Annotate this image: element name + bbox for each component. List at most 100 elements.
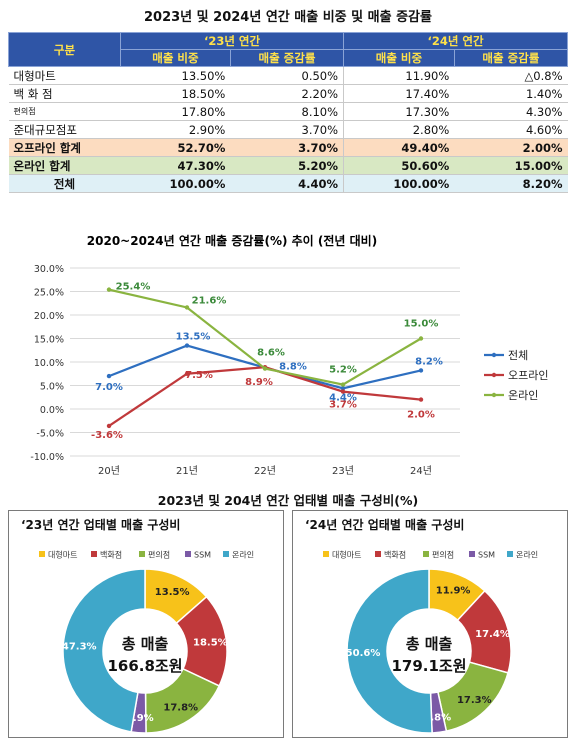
legend-label: 온라인 bbox=[508, 389, 538, 402]
legend-label: 편의점 bbox=[148, 550, 170, 560]
table-cell-g23: 2.20% bbox=[230, 84, 344, 103]
data-label: 8.6% bbox=[257, 348, 285, 359]
data-label: 8.2% bbox=[415, 356, 443, 367]
y-tick-label: -10.0% bbox=[30, 452, 64, 463]
data-point bbox=[418, 368, 424, 373]
y-tick-label: 20.0% bbox=[34, 311, 64, 322]
x-tick-label: 23년 bbox=[332, 465, 354, 477]
legend-swatch bbox=[223, 551, 229, 557]
table-cell-s24: 17.30% bbox=[343, 102, 455, 121]
data-label: 25.4% bbox=[116, 282, 151, 293]
table-cell-g23: 3.70% bbox=[230, 120, 344, 139]
header-share-2023: 매출 비중 bbox=[120, 49, 231, 67]
data-point bbox=[184, 343, 190, 348]
pie-slice-label: 13.5% bbox=[155, 587, 190, 598]
pie-section-title: 2023년 및 204년 연간 업태별 매출 구성비(%) bbox=[157, 493, 419, 508]
pie-slice-label: 50.6% bbox=[346, 648, 381, 659]
pie-panel-2024: ‘24년 연간 업태별 매출 구성비 대형마트 백화점 편의점 SSM 온라인 11.9% 1… bbox=[292, 510, 568, 738]
table-cell-s24: 50.60% bbox=[343, 156, 455, 175]
table-cell-label: 오프라인 합계 bbox=[8, 138, 121, 157]
pie-panel-2023: ‘23년 연간 업태별 매출 구성비 대형마트 백화점 편의점 SSM 온라인 13.5% 1… bbox=[8, 510, 284, 738]
data-point bbox=[418, 336, 424, 341]
table-cell-label: 온라인 합계 bbox=[8, 156, 121, 175]
table-cell-g24: 4.60% bbox=[454, 120, 568, 139]
data-point bbox=[106, 373, 112, 379]
table-cell-g23: 5.20% bbox=[230, 156, 344, 175]
legend-label: SSM bbox=[194, 551, 211, 560]
header-2023: ‘23년 연간 bbox=[119, 32, 345, 50]
table-row: 편의점 17.80% 8.10% 17.30% 4.30% bbox=[8, 102, 568, 121]
table-row: 온라인 합계 47.30% 5.20% 50.60% 15.00% bbox=[8, 156, 568, 175]
header-2024: ‘24년 연간 bbox=[343, 32, 568, 50]
table-cell-g23: 8.10% bbox=[230, 102, 344, 121]
table-cell-label: 준대규모점포 bbox=[8, 120, 121, 139]
table-cell-g24: 15.00% bbox=[454, 156, 568, 175]
legend-swatch bbox=[185, 551, 191, 557]
y-tick-label: 15.0% bbox=[34, 335, 64, 346]
data-label: 8.9% bbox=[245, 377, 273, 388]
table-cell-g23: 4.40% bbox=[230, 174, 344, 193]
pie-slice-label: 18.5% bbox=[193, 638, 228, 649]
pie-slice-label: 17.4% bbox=[475, 629, 510, 640]
pie-title: ‘24년 연간 업태별 매출 구성비 bbox=[305, 517, 464, 532]
growth-line-chart: 2020~2024년 연간 매출 증감률(%) 추이 (전년 대비) 30.0%… bbox=[30, 233, 548, 477]
table-subheader-row: 매출 비중 매출 증감률 매출 비중 매출 증감률 bbox=[9, 49, 569, 67]
y-tick-label: -5.0% bbox=[36, 429, 64, 440]
table-cell-s24: 17.40% bbox=[343, 84, 455, 103]
table-cell-g24: 1.40% bbox=[454, 84, 568, 103]
legend-label: 대형마트 bbox=[48, 551, 77, 560]
table-row: 대형마트 13.50% 0.50% 11.90% △0.8% bbox=[8, 66, 568, 85]
table-cell-label: 편의점 bbox=[8, 102, 121, 121]
legend-marker bbox=[491, 372, 497, 378]
table-cell-g23: 3.70% bbox=[230, 138, 344, 157]
data-label: 21.6% bbox=[192, 295, 227, 306]
data-point bbox=[340, 382, 346, 387]
pie-slice-label: 2.9% bbox=[126, 713, 154, 724]
legend-label: 온라인 bbox=[232, 550, 254, 560]
pie-slice bbox=[346, 568, 433, 734]
table-cell-g24: 8.20% bbox=[454, 174, 568, 193]
table-row: 오프라인 합계 52.70% 3.70% 49.40% 2.00% bbox=[8, 138, 568, 157]
legend-swatch bbox=[423, 551, 429, 557]
header-growth-2023: 매출 증감률 bbox=[229, 49, 345, 67]
data-point bbox=[340, 386, 346, 391]
data-label: 8.8% bbox=[279, 362, 307, 373]
x-tick-label: 20년 bbox=[98, 465, 120, 477]
y-tick-label: 5.0% bbox=[40, 382, 64, 393]
x-tick-label: 22년 bbox=[254, 465, 276, 477]
data-point bbox=[418, 397, 424, 402]
legend-label: 오프라인 bbox=[508, 369, 548, 382]
table-cell-s23: 100.00% bbox=[120, 174, 231, 193]
data-label: 7.0% bbox=[95, 382, 123, 393]
table-row: 준대규모점포 2.90% 3.70% 2.80% 4.60% bbox=[8, 120, 568, 139]
data-label: 7.5% bbox=[185, 370, 213, 381]
table-cell-g23: 0.50% bbox=[230, 66, 344, 85]
data-label: 13.5% bbox=[176, 332, 211, 343]
legend-label: 대형마트 bbox=[332, 551, 361, 560]
table-title: 2023년 및 2024년 연간 매출 비중 및 매출 증감률 bbox=[144, 10, 432, 25]
table-cell-g24: 4.30% bbox=[454, 102, 568, 121]
table-cell-s23: 52.70% bbox=[120, 138, 231, 157]
data-label: 5.2% bbox=[329, 365, 357, 376]
legend-label: 온라인 bbox=[516, 550, 538, 560]
pie-center-label: 총 매출 bbox=[406, 635, 453, 653]
sales-table: 구분 ‘23년 연간 ‘24년 연간 매출 비중 매출 증감률 매출 비중 매출… bbox=[8, 32, 569, 193]
y-tick-label: 10.0% bbox=[34, 358, 64, 369]
pie-title: ‘23년 연간 업태별 매출 구성비 bbox=[21, 517, 180, 532]
table-cell-s23: 2.90% bbox=[120, 120, 231, 139]
data-label: 2.0% bbox=[407, 410, 435, 421]
data-point bbox=[184, 305, 190, 310]
pie-slice-label: 47.3% bbox=[62, 641, 97, 652]
legend-swatch bbox=[139, 551, 145, 557]
pie-slice-label: 11.9% bbox=[436, 586, 471, 597]
table-cell-label: 백 화 점 bbox=[8, 84, 121, 103]
table-cell-s23: 47.30% bbox=[120, 156, 231, 175]
line-chart-title: 2020~2024년 연간 매출 증감률(%) 추이 (전년 대비) bbox=[87, 233, 377, 248]
table-cell-s24: 100.00% bbox=[343, 174, 455, 193]
data-label: 3.7% bbox=[329, 400, 357, 411]
header-share-2024: 매출 비중 bbox=[343, 49, 455, 67]
legend-swatch bbox=[375, 551, 381, 557]
y-tick-label: 25.0% bbox=[34, 288, 64, 299]
